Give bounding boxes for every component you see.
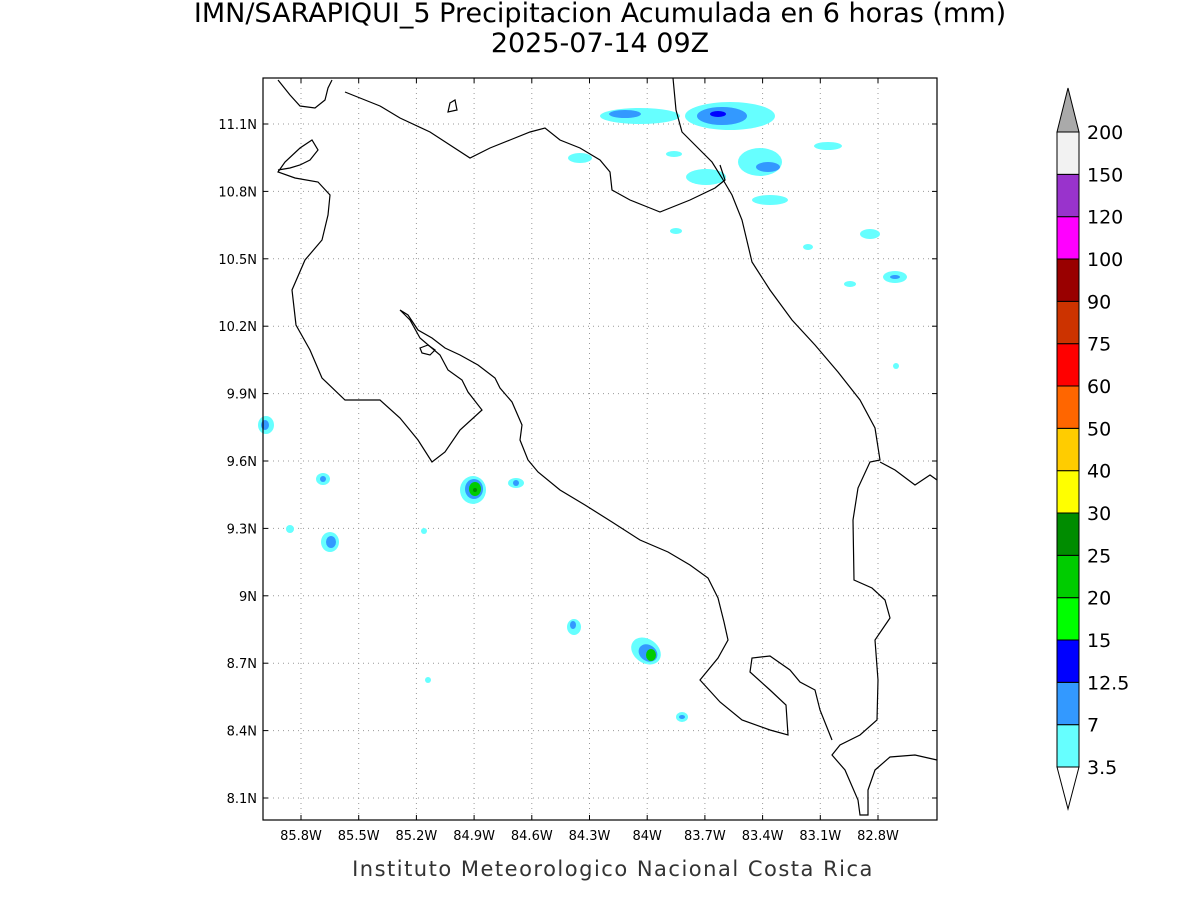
colorbar-label: 100 [1087,249,1123,271]
colorbar-box [1056,597,1080,641]
lon-label: 85.8W [280,829,322,844]
colorbar-box [1056,216,1080,260]
colorbar-box [1056,343,1080,387]
subtitle: 2025-07-14 09Z [491,28,709,59]
colorbar-box [1056,512,1080,556]
lon-label: 83.7W [684,829,726,844]
colorbar: 3.5 7 12.5 15 20 25 30 40 50 60 75 90 100 120 150 200 [1056,87,1129,811]
colorbar-label: 15 [1087,630,1111,652]
footer: Instituto Meteorologico Nacional Costa R… [352,857,874,881]
colorbar-label: 20 [1087,588,1111,610]
colorbar-label: 90 [1087,291,1111,313]
colorbar-label: 30 [1087,503,1111,525]
colorbar-arrow [1056,766,1080,811]
lat-label: 9.9N [227,388,257,403]
colorbar-box [1056,724,1080,768]
lon-label: 83.4W [742,829,784,844]
lat-label: 8.1N [227,792,257,807]
lon-label: 83.1W [799,829,841,844]
colorbar-label: 50 [1087,418,1111,440]
colorbar-label: 25 [1087,545,1111,567]
lon-label: 82.8W [857,829,899,844]
coastline [277,77,938,816]
colorbar-label: 120 [1087,207,1123,229]
lon-label: 84W [632,829,662,844]
lon-label: 84.3W [569,829,611,844]
colorbar-box [1056,639,1080,683]
colorbar-box [1056,131,1080,175]
colorbar-label: 3.5 [1087,757,1117,779]
lat-label: 8.4N [227,725,257,740]
colorbar-box [1056,681,1080,726]
colorbar-box [1056,173,1080,218]
lat-label: 10.8N [218,185,257,200]
lat-label: 11.1N [218,118,257,133]
colorbar-label: 12.5 [1087,672,1129,694]
colorbar-box [1056,427,1080,472]
lon-label: 84.6W [511,829,553,844]
colorbar-box [1056,554,1080,599]
precipitation [258,102,907,722]
colorbar-label: 200 [1087,122,1123,144]
lat-label: 8.7N [227,657,257,672]
colorbar-box [1056,258,1080,302]
lon-label: 85.5W [338,829,380,844]
colorbar-label: 7 [1087,715,1099,737]
colorbar-label: 75 [1087,334,1111,356]
lat-label: 9.6N [227,455,257,470]
lon-label: 84.9W [453,829,495,844]
lat-label: 9N [239,590,257,605]
colorbar-label: 40 [1087,461,1111,483]
colorbar-box [1056,385,1080,429]
colorbar-arrow [1056,87,1080,133]
title: IMN/SARAPIQUI_5 Precipitacion Acumulada … [194,0,1006,29]
map-area [258,77,938,821]
lat-label: 9.3N [227,522,257,537]
lat-label: 10.2N [218,320,257,335]
lat-label: 10.5N [218,253,257,268]
colorbar-box [1056,300,1080,345]
lon-label: 85.2W [395,829,437,844]
colorbar-label: 150 [1087,164,1123,186]
colorbar-box [1056,470,1080,514]
colorbar-label: 60 [1087,376,1111,398]
